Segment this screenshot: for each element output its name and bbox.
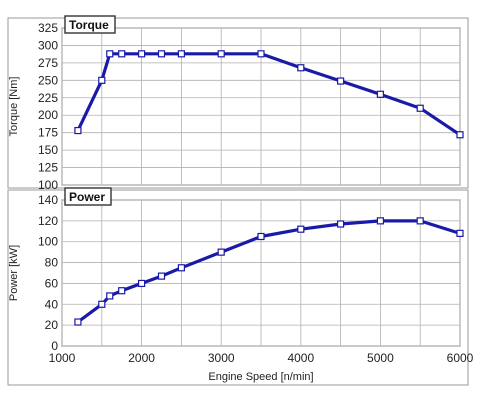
power-x-tick-label: 2000	[128, 351, 155, 365]
torque-data-point	[456, 131, 464, 139]
torque-title: Torque	[69, 18, 109, 32]
power-data-point	[217, 248, 225, 256]
power-data-point	[456, 229, 464, 237]
torque-y-tick-label: 175	[38, 126, 58, 140]
power-data-point	[106, 292, 114, 300]
torque-panel: 100 125 150 175 200 225 250 275 300 325 Torque [Nm…	[7, 15, 469, 192]
torque-y-tick-label: 225	[38, 91, 58, 105]
torque-y-axis-title: Torque [Nm]	[8, 77, 20, 137]
torque-y-tick-label: 200	[38, 108, 58, 122]
power-data-point	[118, 287, 126, 295]
torque-y-tick-label: 100	[38, 178, 58, 192]
torque-data-point	[337, 77, 345, 85]
power-x-tick-label: 6000	[447, 351, 474, 365]
torque-data-point	[376, 90, 384, 98]
power-y-tick-label: 120	[38, 214, 58, 228]
power-y-tick-label: 40	[45, 297, 59, 311]
power-y-tick-label: 80	[45, 256, 59, 270]
torque-y-tick-label: 275	[38, 56, 58, 70]
power-y-tick-label: 140	[38, 193, 58, 207]
torque-data-point	[297, 64, 305, 72]
power-panel: 0 20 40 60 80 100 120 140 1000 2000 3000 4000 5000 60…	[7, 187, 474, 386]
power-x-tick-label: 5000	[367, 351, 394, 365]
torque-data-point	[138, 50, 146, 58]
power-data-point	[257, 232, 265, 241]
torque-y-tick-label: 125	[38, 161, 58, 175]
power-y-axis-title: Power [kW]	[8, 245, 20, 301]
torque-data-point	[106, 50, 114, 58]
power-data-point	[337, 220, 345, 228]
power-x-axis-title: Engine Speed [n/min]	[208, 371, 313, 383]
torque-data-point	[177, 50, 185, 58]
torque-data-point	[257, 50, 265, 58]
torque-y-tick-label: 250	[38, 73, 58, 87]
torque-data-point	[74, 126, 82, 135]
power-data-point	[416, 217, 424, 225]
torque-data-point	[118, 50, 126, 58]
power-data-point	[297, 225, 305, 233]
power-title: Power	[69, 190, 105, 204]
torque-title-box	[64, 15, 116, 34]
power-data-point	[138, 279, 146, 288]
power-title-box	[64, 187, 112, 206]
power-data-point	[376, 217, 384, 225]
torque-y-tick-label: 300	[38, 38, 58, 52]
power-y-tick-label: 60	[45, 276, 59, 290]
torque-data-point	[157, 50, 166, 58]
power-x-tick-label: 1000	[49, 351, 76, 365]
torque-data-point	[416, 104, 424, 112]
power-data-point	[157, 272, 166, 280]
power-data-point	[177, 264, 185, 272]
power-data-point	[98, 300, 106, 308]
power-x-tick-label: 4000	[287, 351, 314, 365]
power-y-tick-label: 100	[38, 235, 58, 249]
power-data-point	[74, 318, 82, 326]
torque-data-point	[217, 50, 225, 58]
power-x-tick-label: 3000	[208, 351, 235, 365]
torque-y-tick-label: 150	[38, 143, 58, 157]
torque-data-point	[98, 76, 106, 84]
power-y-tick-label: 0	[51, 339, 58, 353]
power-y-tick-label: 20	[45, 318, 59, 332]
torque-y-tick-label: 325	[38, 21, 58, 35]
